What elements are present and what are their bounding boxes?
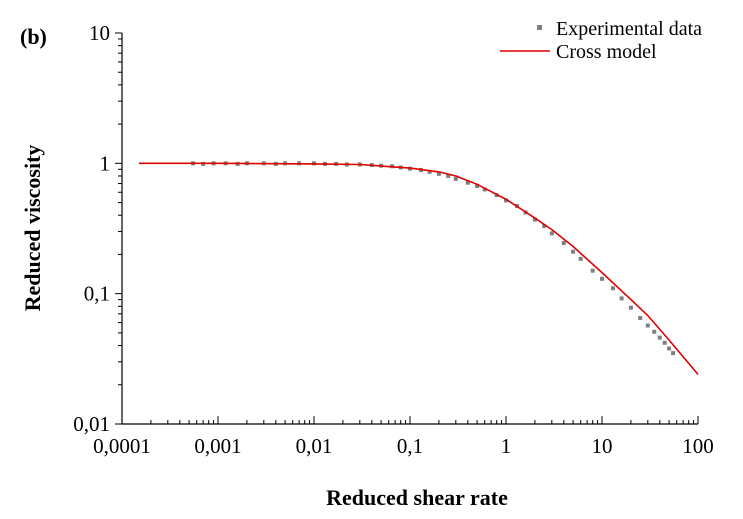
data-point (475, 184, 480, 189)
data-point (465, 180, 470, 185)
plot-area (138, 161, 699, 375)
y-tick-label: 1 (100, 151, 111, 175)
x-tick-label: 0,1 (397, 434, 423, 458)
data-point (549, 231, 554, 236)
data-point (600, 276, 604, 281)
data-point (671, 351, 676, 356)
data-point (542, 224, 547, 229)
data-point (578, 256, 583, 261)
series-line-cross-model (138, 162, 699, 375)
data-point (652, 329, 657, 334)
data-point (532, 217, 537, 222)
data-point (638, 316, 643, 321)
data-point (427, 169, 432, 174)
data-point (590, 268, 595, 273)
data-point (662, 340, 667, 345)
ticks (115, 32, 699, 425)
legend-label-cross-model: Cross model (556, 41, 657, 63)
data-point (436, 171, 441, 176)
y-tick-label: 0,1 (84, 282, 110, 306)
x-tick-label: 0,001 (194, 434, 241, 458)
data-point (645, 323, 650, 328)
data-point (504, 198, 508, 203)
panel-label: (b) (20, 24, 47, 49)
x-tick-label: 100 (682, 434, 714, 458)
legend-marker-experimental (537, 25, 542, 30)
data-point (667, 346, 672, 351)
legend: Experimental data Cross model (500, 18, 702, 63)
data-point (628, 305, 633, 310)
data-point (561, 240, 566, 245)
tick-labels: 0,0001 0,001 0,01 0,1 1 10 100 0,01 0,1 1 10 (73, 21, 714, 458)
axes (121, 33, 698, 425)
data-point (571, 249, 576, 254)
data-point (619, 296, 624, 301)
legend-label-experimental: Experimental data (556, 18, 702, 40)
data-point (453, 176, 458, 181)
x-axis-title: Reduced shear rate (326, 485, 508, 510)
data-point (610, 286, 615, 291)
x-tick-label: 0,01 (296, 434, 333, 458)
data-point (446, 173, 451, 178)
y-axis-title: Reduced viscosity (20, 145, 45, 312)
data-point (657, 335, 662, 340)
x-tick-label: 0,0001 (93, 434, 151, 458)
data-point (482, 187, 487, 192)
y-tick-label: 10 (89, 21, 110, 45)
x-tick-label: 1 (501, 434, 512, 458)
x-tick-label: 10 (592, 434, 613, 458)
y-tick-label: 0,01 (73, 412, 110, 436)
